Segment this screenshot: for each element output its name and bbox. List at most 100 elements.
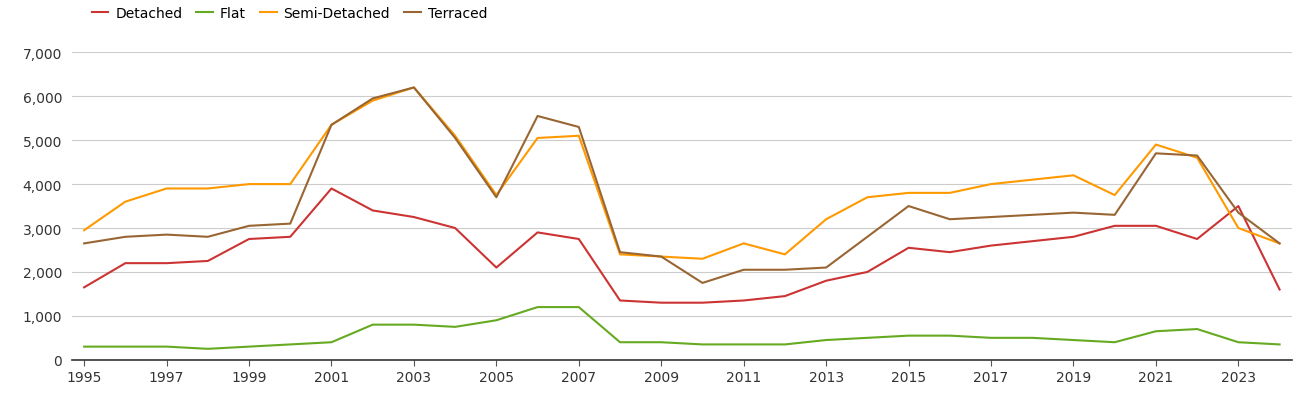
Semi-Detached bbox=[818, 217, 834, 222]
Semi-Detached bbox=[488, 193, 504, 198]
Terraced bbox=[654, 254, 669, 259]
Terraced bbox=[448, 136, 463, 141]
Flat bbox=[694, 342, 710, 347]
Flat bbox=[1231, 340, 1246, 345]
Terraced bbox=[1231, 211, 1246, 216]
Semi-Detached bbox=[612, 252, 628, 257]
Semi-Detached bbox=[117, 200, 133, 204]
Terraced bbox=[282, 222, 298, 227]
Detached bbox=[530, 230, 545, 235]
Detached bbox=[282, 235, 298, 240]
Semi-Detached bbox=[282, 182, 298, 187]
Detached bbox=[324, 187, 339, 191]
Flat bbox=[448, 325, 463, 330]
Detached bbox=[448, 226, 463, 231]
Detached bbox=[1231, 204, 1246, 209]
Semi-Detached bbox=[694, 257, 710, 262]
Detached bbox=[860, 270, 876, 275]
Semi-Detached bbox=[983, 182, 998, 187]
Flat bbox=[736, 342, 752, 347]
Terraced bbox=[1066, 211, 1082, 216]
Terraced bbox=[1272, 241, 1288, 246]
Flat bbox=[117, 344, 133, 349]
Semi-Detached bbox=[324, 123, 339, 128]
Terraced bbox=[76, 241, 91, 246]
Semi-Detached bbox=[572, 134, 587, 139]
Detached bbox=[983, 243, 998, 248]
Terraced bbox=[860, 235, 876, 240]
Terraced bbox=[1107, 213, 1122, 218]
Detached bbox=[776, 294, 792, 299]
Semi-Detached bbox=[530, 136, 545, 141]
Flat bbox=[900, 333, 916, 338]
Flat bbox=[572, 305, 587, 310]
Semi-Detached bbox=[860, 196, 876, 200]
Semi-Detached bbox=[736, 241, 752, 246]
Detached bbox=[612, 298, 628, 303]
Detached bbox=[1272, 288, 1288, 292]
Detached bbox=[818, 279, 834, 283]
Terraced bbox=[365, 97, 381, 102]
Detached bbox=[365, 209, 381, 213]
Flat bbox=[241, 344, 257, 349]
Terraced bbox=[694, 281, 710, 285]
Semi-Detached bbox=[776, 252, 792, 257]
Semi-Detached bbox=[1107, 193, 1122, 198]
Flat bbox=[76, 344, 91, 349]
Terraced bbox=[983, 215, 998, 220]
Semi-Detached bbox=[942, 191, 958, 196]
Detached bbox=[1024, 239, 1040, 244]
Flat bbox=[200, 346, 215, 351]
Terraced bbox=[200, 235, 215, 240]
Flat bbox=[612, 340, 628, 345]
Flat bbox=[530, 305, 545, 310]
Line: Semi-Detached: Semi-Detached bbox=[84, 88, 1280, 259]
Semi-Detached bbox=[1189, 156, 1205, 161]
Terraced bbox=[530, 114, 545, 119]
Flat bbox=[1024, 335, 1040, 340]
Terraced bbox=[736, 267, 752, 272]
Semi-Detached bbox=[448, 134, 463, 139]
Semi-Detached bbox=[365, 99, 381, 104]
Terraced bbox=[488, 196, 504, 200]
Terraced bbox=[406, 86, 422, 91]
Line: Flat: Flat bbox=[84, 307, 1280, 349]
Flat bbox=[488, 318, 504, 323]
Flat bbox=[1066, 338, 1082, 343]
Flat bbox=[942, 333, 958, 338]
Terraced bbox=[241, 224, 257, 229]
Detached bbox=[942, 250, 958, 255]
Detached bbox=[654, 301, 669, 306]
Detached bbox=[200, 259, 215, 264]
Line: Terraced: Terraced bbox=[84, 88, 1280, 283]
Semi-Detached bbox=[159, 187, 175, 191]
Detached bbox=[1189, 237, 1205, 242]
Flat bbox=[1107, 340, 1122, 345]
Detached bbox=[117, 261, 133, 266]
Semi-Detached bbox=[76, 228, 91, 233]
Flat bbox=[1189, 327, 1205, 332]
Flat bbox=[983, 335, 998, 340]
Semi-Detached bbox=[654, 254, 669, 259]
Detached bbox=[1148, 224, 1164, 229]
Detached bbox=[406, 215, 422, 220]
Flat bbox=[365, 322, 381, 327]
Flat bbox=[776, 342, 792, 347]
Detached bbox=[488, 265, 504, 270]
Terraced bbox=[324, 123, 339, 128]
Terraced bbox=[818, 265, 834, 270]
Semi-Detached bbox=[1066, 173, 1082, 178]
Terraced bbox=[942, 217, 958, 222]
Semi-Detached bbox=[406, 86, 422, 91]
Semi-Detached bbox=[1272, 241, 1288, 246]
Flat bbox=[654, 340, 669, 345]
Detached bbox=[76, 285, 91, 290]
Flat bbox=[159, 344, 175, 349]
Semi-Detached bbox=[900, 191, 916, 196]
Semi-Detached bbox=[1148, 143, 1164, 148]
Terraced bbox=[1024, 213, 1040, 218]
Terraced bbox=[117, 235, 133, 240]
Semi-Detached bbox=[1024, 178, 1040, 183]
Terraced bbox=[612, 250, 628, 255]
Semi-Detached bbox=[200, 187, 215, 191]
